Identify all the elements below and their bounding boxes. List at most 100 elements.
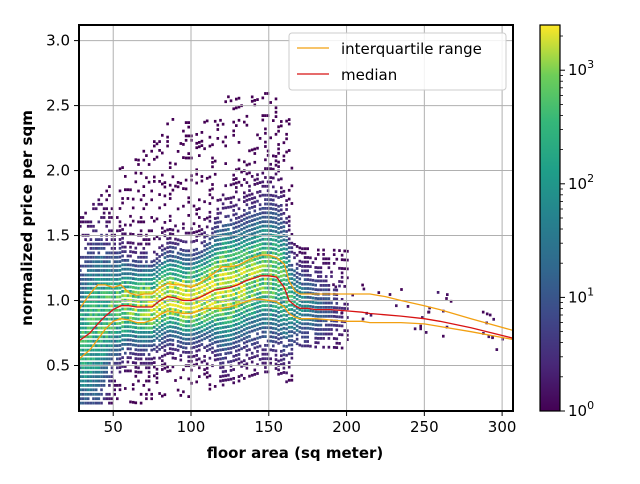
heatmap-cell [274,155,278,158]
heatmap-cell [298,264,302,267]
heatmap-cell [227,228,230,231]
heatmap-cell [216,353,220,357]
heatmap-cell [163,265,167,268]
heatmap-cell [261,321,265,325]
heatmap-cell [203,359,206,363]
heatmap-cell [147,344,151,348]
heatmap-cell [266,357,270,361]
heatmap-cell [317,328,320,331]
heatmap-cell [261,268,265,272]
heatmap-cell [290,347,294,351]
heatmap-cell [216,128,220,131]
heatmap-cell [97,313,101,317]
heatmap-cell [327,297,331,300]
heatmap-cell [84,238,87,241]
heatmap-cell [174,326,177,329]
heatmap-cell [100,264,103,268]
heatmap-cell [338,306,341,310]
x-axis-label: floor area (sq meter) [207,444,384,462]
heatmap-cell [245,114,249,118]
heatmap-cell [224,343,227,347]
heatmap-cell [147,308,151,312]
heatmap-cell [324,275,328,278]
heatmap-cell [174,281,177,285]
heatmap-cell [153,321,156,325]
heatmap-cell [118,291,122,294]
heatmap-cell [280,336,283,340]
heatmap-cell [179,354,183,357]
heatmap-cell [94,353,98,356]
heatmap-cell [102,357,106,361]
heatmap-cell [280,230,283,234]
heatmap-cell [153,330,156,333]
heatmap-cell [139,273,143,277]
heatmap-cell [227,294,230,298]
heatmap-cell [89,344,93,348]
heatmap-cell [243,191,246,195]
heatmap-cell [395,304,398,308]
heatmap-cell [84,348,87,352]
heatmap-cell [274,225,278,229]
heatmap-cell [97,331,101,334]
heatmap-cell [346,302,349,306]
heatmap-cell [118,361,122,365]
heatmap-cell [306,291,309,295]
heatmap-cell [227,205,230,209]
heatmap-cell [208,330,212,333]
heatmap-cell [264,198,267,201]
heatmap-cell [174,264,177,267]
heatmap-cell [89,224,93,228]
heatmap-cell [153,334,156,338]
heatmap-cell [290,263,294,267]
heatmap-cell [245,256,249,260]
heatmap-cell [298,295,302,298]
heatmap-cell [338,280,341,283]
heatmap-cell [205,371,209,375]
heatmap-cell [121,320,124,324]
heatmap-cell [266,260,270,263]
heatmap-cell [245,322,249,326]
heatmap-cell [139,322,143,325]
heatmap-cell [332,310,336,314]
heatmap-cell [235,292,238,295]
heatmap-cell [113,255,116,259]
heatmap-cell [126,312,130,315]
heatmap-cell [131,330,135,333]
heatmap-cell [266,344,270,347]
heatmap-cell [153,180,156,183]
heatmap-cell [84,247,87,250]
heatmap-cell [81,366,85,370]
heatmap-cell [158,325,161,329]
heatmap-cell [84,379,87,383]
heatmap-cell [205,252,209,255]
heatmap-cell [256,257,259,260]
heatmap-cell [332,337,336,340]
heatmap-cell [221,348,225,351]
heatmap-cell [116,216,119,219]
heatmap-cell [110,326,114,330]
heatmap-cell [293,282,296,286]
heatmap-cell [213,256,217,260]
heatmap-cell [126,369,130,373]
heatmap-cell [118,277,122,281]
heatmap-cell [245,318,249,321]
heatmap-cell [126,188,130,192]
heatmap-cell [301,326,304,330]
heatmap-cell [108,335,111,339]
heatmap-cell [227,378,230,382]
heatmap-cell [100,322,103,325]
heatmap-cell [221,233,225,237]
heatmap-cell [158,294,161,298]
heatmap-cell [319,314,323,318]
heatmap-cell [266,268,270,272]
heatmap-cell [237,300,241,303]
heatmap-cell [155,367,159,371]
x-tick-label: 150 [254,418,283,436]
heatmap-cell [150,322,153,325]
heatmap-cell [224,378,227,382]
heatmap-cell [166,312,169,316]
heatmap-cell [110,357,114,361]
heatmap-cell [269,339,272,343]
heatmap-cell [184,178,188,182]
heatmap-cell [221,140,225,144]
